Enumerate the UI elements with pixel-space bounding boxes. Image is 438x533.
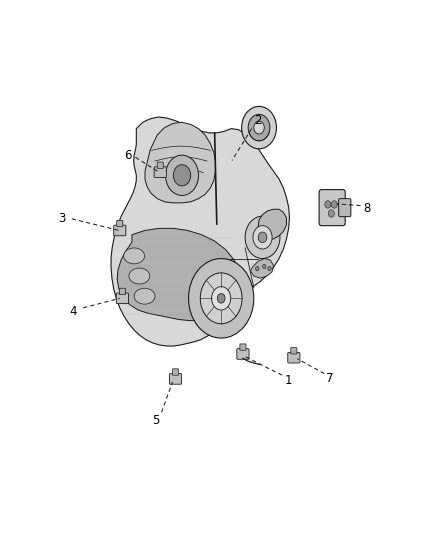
FancyBboxPatch shape	[154, 167, 166, 177]
FancyBboxPatch shape	[240, 344, 246, 350]
FancyBboxPatch shape	[339, 199, 351, 216]
Polygon shape	[111, 117, 290, 346]
FancyBboxPatch shape	[116, 293, 128, 304]
Circle shape	[325, 201, 331, 208]
Circle shape	[268, 266, 271, 271]
Circle shape	[262, 264, 266, 269]
Circle shape	[328, 210, 334, 217]
Circle shape	[255, 266, 259, 271]
Text: 3: 3	[59, 212, 66, 225]
FancyBboxPatch shape	[291, 348, 297, 354]
FancyBboxPatch shape	[119, 288, 125, 295]
Text: 8: 8	[363, 201, 371, 215]
Text: 5: 5	[152, 414, 159, 427]
FancyBboxPatch shape	[157, 162, 163, 168]
Circle shape	[248, 114, 270, 141]
FancyBboxPatch shape	[237, 349, 249, 359]
Circle shape	[254, 121, 264, 134]
FancyBboxPatch shape	[114, 225, 126, 236]
FancyBboxPatch shape	[173, 369, 179, 375]
Text: 1: 1	[285, 374, 293, 387]
Circle shape	[253, 225, 272, 249]
FancyBboxPatch shape	[117, 220, 123, 227]
Circle shape	[331, 201, 337, 208]
FancyBboxPatch shape	[170, 374, 182, 384]
Ellipse shape	[129, 268, 150, 284]
Circle shape	[166, 155, 198, 196]
FancyBboxPatch shape	[288, 352, 300, 363]
Circle shape	[200, 273, 242, 324]
Circle shape	[212, 287, 231, 310]
Polygon shape	[145, 122, 215, 203]
Polygon shape	[258, 209, 286, 240]
Circle shape	[245, 216, 280, 259]
Circle shape	[217, 294, 225, 303]
Polygon shape	[251, 259, 273, 278]
Polygon shape	[117, 228, 242, 320]
Circle shape	[242, 107, 276, 149]
Ellipse shape	[134, 288, 155, 304]
Circle shape	[188, 259, 254, 338]
FancyBboxPatch shape	[319, 190, 345, 225]
Text: 6: 6	[124, 149, 131, 161]
Ellipse shape	[124, 248, 145, 264]
Circle shape	[258, 232, 267, 243]
Text: 4: 4	[70, 305, 77, 318]
Text: 2: 2	[254, 114, 262, 127]
Circle shape	[173, 165, 191, 186]
Text: 7: 7	[326, 373, 334, 385]
